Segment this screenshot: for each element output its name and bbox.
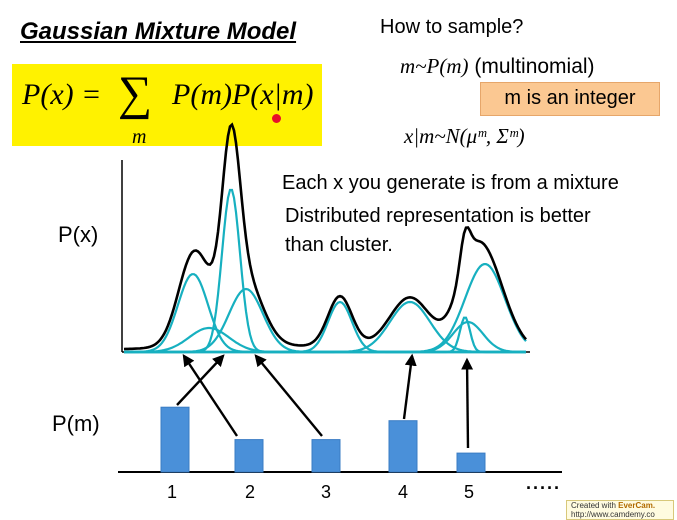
gaussian-component-curve [124, 320, 526, 354]
arrow-2 [182, 353, 239, 437]
pm-bar-2 [234, 439, 264, 473]
component-label-5: 5 [463, 482, 474, 502]
pm-bar-3 [311, 439, 341, 473]
watermark-brand: EverCam. [618, 501, 656, 510]
pm-bar-4 [388, 420, 418, 473]
formula-highlight [12, 64, 322, 146]
sampling-step-2: x|m~N(μᵐ, Σᵐ) [404, 124, 525, 148]
sum-index: m [132, 126, 147, 148]
arrow-4 [402, 353, 417, 420]
sampling-question: How to sample? [380, 16, 524, 38]
note-mixture: Each x you generate is from a mixture [282, 172, 619, 194]
step1-math: m~P(m) [400, 54, 469, 78]
arrow-3 [254, 354, 323, 437]
arrow-5 [461, 357, 474, 449]
gaussian-component-curve [124, 300, 526, 354]
step1-note: (multinomial) [474, 55, 595, 78]
pm-bar-1 [160, 406, 190, 473]
pointer-dot-icon [272, 114, 281, 123]
px-axis-label: P(x) [58, 222, 99, 247]
sum-symbol: ∑ [118, 67, 153, 120]
sampling-step-1: m~P(m) (multinomial) [400, 54, 595, 79]
watermark-prefix: Created with [571, 501, 619, 510]
formula-rhs: P(m)P(x|m) [172, 78, 314, 111]
formula-lhs: P(x) = [22, 78, 102, 111]
pm-bars [160, 406, 486, 473]
component-label-4: 4 [397, 482, 408, 502]
integer-note-box [480, 82, 660, 116]
integer-note: m is an integer [504, 87, 636, 109]
sample-arrows [176, 353, 474, 449]
watermark-url: http://www.camdemy.co [571, 510, 655, 519]
component-label-1: 1 [166, 482, 177, 502]
more-components: ····· [526, 478, 561, 498]
note-distributed: Distributed representation is better [285, 205, 591, 227]
page-title: Gaussian Mixture Model [20, 18, 297, 45]
note-cluster: than cluster. [285, 234, 393, 256]
component-label-3: 3 [320, 482, 331, 502]
component-label-2: 2 [244, 482, 255, 502]
gaussian-components [124, 188, 527, 354]
mixture-curve [123, 122, 527, 351]
pm-axis-label: P(m) [52, 411, 100, 436]
evercam-watermark: Created with EverCam. http://www.camdemy… [566, 500, 674, 520]
pm-bar-5 [456, 452, 486, 473]
gaussian-component-curve [124, 263, 527, 354]
